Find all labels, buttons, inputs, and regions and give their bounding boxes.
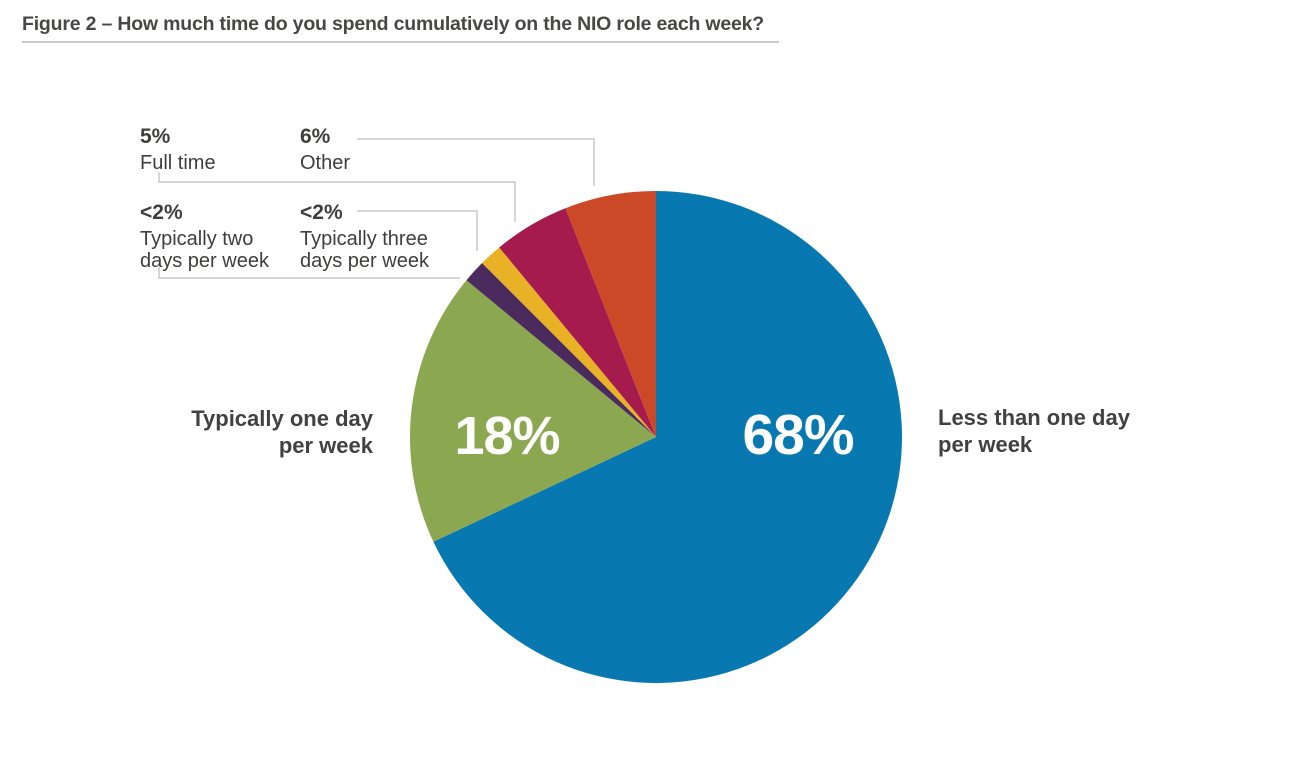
leader-line-other — [357, 138, 595, 186]
leader-line-full-time — [158, 172, 516, 222]
leader-line-two-days — [158, 267, 460, 279]
callout-three-days-pct: <2% — [300, 201, 343, 224]
callout-three-days-label: Typically three days per week — [300, 228, 429, 272]
pie-slice-typically-one-day-per-week — [409, 280, 656, 542]
callout-other-pct: 6% — [300, 125, 331, 148]
callout-two-days: <2% Typically two days per week — [140, 200, 290, 272]
callout-other-label: Other — [300, 152, 351, 174]
side-label-one-day: Typically one day per week — [191, 406, 373, 458]
callout-full-time: 5% Full time — [140, 124, 290, 174]
leader-lines-group — [158, 138, 595, 279]
callout-two-days-pct: <2% — [140, 201, 183, 224]
figure-title: Figure 2 – How much time do you spend cu… — [22, 13, 765, 35]
pie-value-one-day: 18% — [454, 406, 560, 466]
callout-full-time-label: Full time — [140, 152, 216, 174]
pie-slice-typically-two-days-per-week — [466, 263, 656, 437]
pie-slice-less-than-one-day-per-week — [433, 191, 902, 683]
callout-other: 6% Other — [300, 124, 450, 174]
pie-slices-group — [409, 191, 902, 683]
leader-line-three-days — [357, 210, 478, 251]
callout-three-days: <2% Typically three days per week — [300, 200, 450, 272]
pie-slice-full-time — [499, 208, 656, 437]
pie-slice-other — [565, 191, 656, 437]
side-label-less-than-one-day: Less than one day per week — [938, 405, 1130, 457]
title-underline — [22, 41, 779, 43]
pie-slice-typically-three-days-per-week — [482, 247, 656, 437]
pie-value-less-than-one-day: 68% — [742, 403, 854, 467]
callout-two-days-label: Typically two days per week — [140, 228, 269, 272]
callout-full-time-pct: 5% — [140, 125, 171, 148]
